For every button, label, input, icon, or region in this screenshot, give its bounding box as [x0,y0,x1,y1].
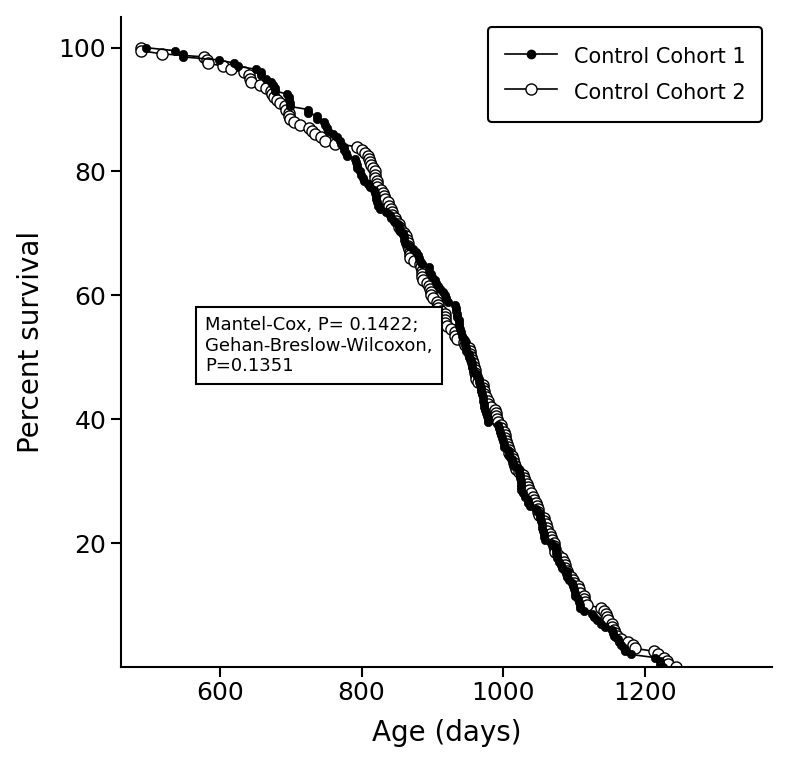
Control Cohort 2 [434,303,443,312]
Control Cohort 2 [136,46,145,55]
Y-axis label: Percent survival: Percent survival [17,231,45,453]
Line: Control Cohort 1: Control Cohort 1 [141,44,667,671]
Control Cohort 1 [474,377,484,387]
Legend: Control Cohort 1, Control Cohort 2: Control Cohort 1, Control Cohort 2 [488,27,762,121]
Control Cohort 1 [170,46,180,55]
Control Cohort 1 [426,269,436,278]
Control Cohort 1 [587,610,596,619]
Control Cohort 1 [451,303,461,312]
X-axis label: Age (days): Age (days) [372,720,522,747]
Control Cohort 2 [136,43,145,52]
Control Cohort 2 [275,99,285,108]
Control Cohort 2 [417,269,426,278]
Line: Control Cohort 2: Control Cohort 2 [135,42,681,672]
Control Cohort 1 [140,43,150,52]
Text: Mantel-Cox, P= 0.1422;
Gehan-Breslow-Wilcoxon,
P=0.1351: Mantel-Cox, P= 0.1422; Gehan-Breslow-Wil… [205,316,433,375]
Control Cohort 2 [601,610,611,619]
Control Cohort 2 [671,662,680,672]
Control Cohort 1 [658,662,667,672]
Control Cohort 2 [473,377,482,387]
Control Cohort 1 [285,99,294,108]
